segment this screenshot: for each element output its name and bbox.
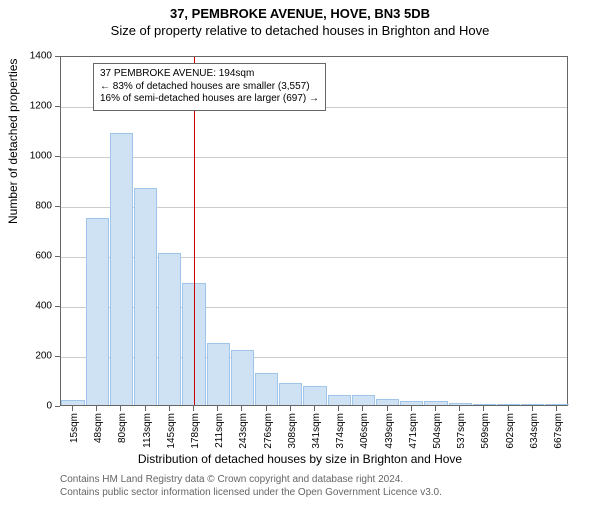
x-tick-label: 211sqm [214,413,225,448]
histogram-bar [545,404,568,405]
x-tick-label: 569sqm [480,413,491,449]
y-tick-label: 600 [22,251,52,262]
histogram-bar [231,350,254,405]
histogram-bar [352,395,375,405]
y-tick-label: 200 [22,351,52,362]
footer-line-2: Contains public sector information licen… [60,487,442,500]
x-tick-mark [508,406,509,411]
x-tick-mark [411,406,412,411]
x-tick-mark [338,406,339,411]
x-tick-mark [193,406,194,411]
x-tick-label: 178sqm [190,413,201,449]
x-tick-mark [532,406,533,411]
gridline [61,157,567,158]
histogram-bar [400,401,423,405]
page-subtitle: Size of property relative to detached ho… [0,23,600,38]
y-tick-label: 800 [22,201,52,212]
x-tick-mark [290,406,291,411]
callout-line-3: 16% of semi-detached houses are larger (… [100,93,319,106]
histogram-bar [424,401,447,405]
x-tick-label: 537sqm [456,413,467,449]
x-tick-mark [169,406,170,411]
histogram-bar [110,133,133,406]
x-tick-mark [387,406,388,411]
x-tick-label: 667sqm [553,413,564,449]
x-tick-label: 308sqm [287,413,298,449]
x-tick-label: 243sqm [238,413,249,449]
plot-area: 37 PEMBROKE AVENUE: 194sqm← 83% of detac… [60,56,568,406]
x-tick-label: 145sqm [166,413,177,449]
x-tick-mark [314,406,315,411]
x-tick-label: 113sqm [142,413,153,448]
x-tick-mark [96,406,97,411]
x-tick-label: 341sqm [311,413,322,449]
x-tick-label: 602sqm [505,413,516,449]
histogram-bar [158,253,181,406]
page-title: 37, PEMBROKE AVENUE, HOVE, BN3 5DB [0,6,600,21]
y-tick-label: 0 [22,401,52,412]
x-tick-label: 80sqm [117,413,128,443]
x-tick-mark [241,406,242,411]
histogram-bar [328,395,351,405]
histogram-bar [279,383,302,406]
chart-container: 37, PEMBROKE AVENUE, HOVE, BN3 5DB Size … [0,6,600,506]
x-tick-label: 406sqm [359,413,370,449]
x-tick-label: 471sqm [408,413,419,449]
x-tick-mark [145,406,146,411]
y-tick-mark [55,406,60,407]
histogram-bar [521,404,544,405]
histogram-bar [255,373,278,406]
y-tick-label: 1400 [22,51,52,62]
callout-line-2: ← 83% of detached houses are smaller (3,… [100,81,319,94]
x-tick-mark [266,406,267,411]
x-tick-mark [120,406,121,411]
x-tick-mark [72,406,73,411]
x-tick-label: 374sqm [335,413,346,449]
histogram-bar [86,218,109,406]
callout-box: 37 PEMBROKE AVENUE: 194sqm← 83% of detac… [93,63,326,111]
histogram-bar [207,343,230,406]
x-tick-mark [483,406,484,411]
callout-line-1: 37 PEMBROKE AVENUE: 194sqm [100,68,319,81]
x-tick-mark [556,406,557,411]
y-tick-label: 400 [22,301,52,312]
footer-attribution: Contains HM Land Registry data © Crown c… [60,474,442,499]
x-tick-label: 276sqm [263,413,274,449]
x-tick-label: 634sqm [529,413,540,449]
y-tick-label: 1200 [22,101,52,112]
y-tick-label: 1000 [22,151,52,162]
x-tick-mark [217,406,218,411]
histogram-bar [134,188,157,406]
histogram-bar [376,399,399,405]
histogram-bar [497,404,520,405]
x-axis-label: Distribution of detached houses by size … [0,452,600,466]
x-tick-label: 48sqm [93,413,104,443]
histogram-bar [61,400,84,405]
x-tick-mark [362,406,363,411]
histogram-bar [303,386,326,405]
footer-line-1: Contains HM Land Registry data © Crown c… [60,474,442,487]
x-tick-label: 439sqm [384,413,395,449]
x-tick-label: 504sqm [432,413,443,449]
y-axis-label: Number of detached properties [6,59,20,224]
x-tick-label: 15sqm [69,413,80,443]
histogram-bar [449,403,472,406]
histogram-bar [473,404,496,405]
x-tick-mark [459,406,460,411]
x-tick-mark [435,406,436,411]
